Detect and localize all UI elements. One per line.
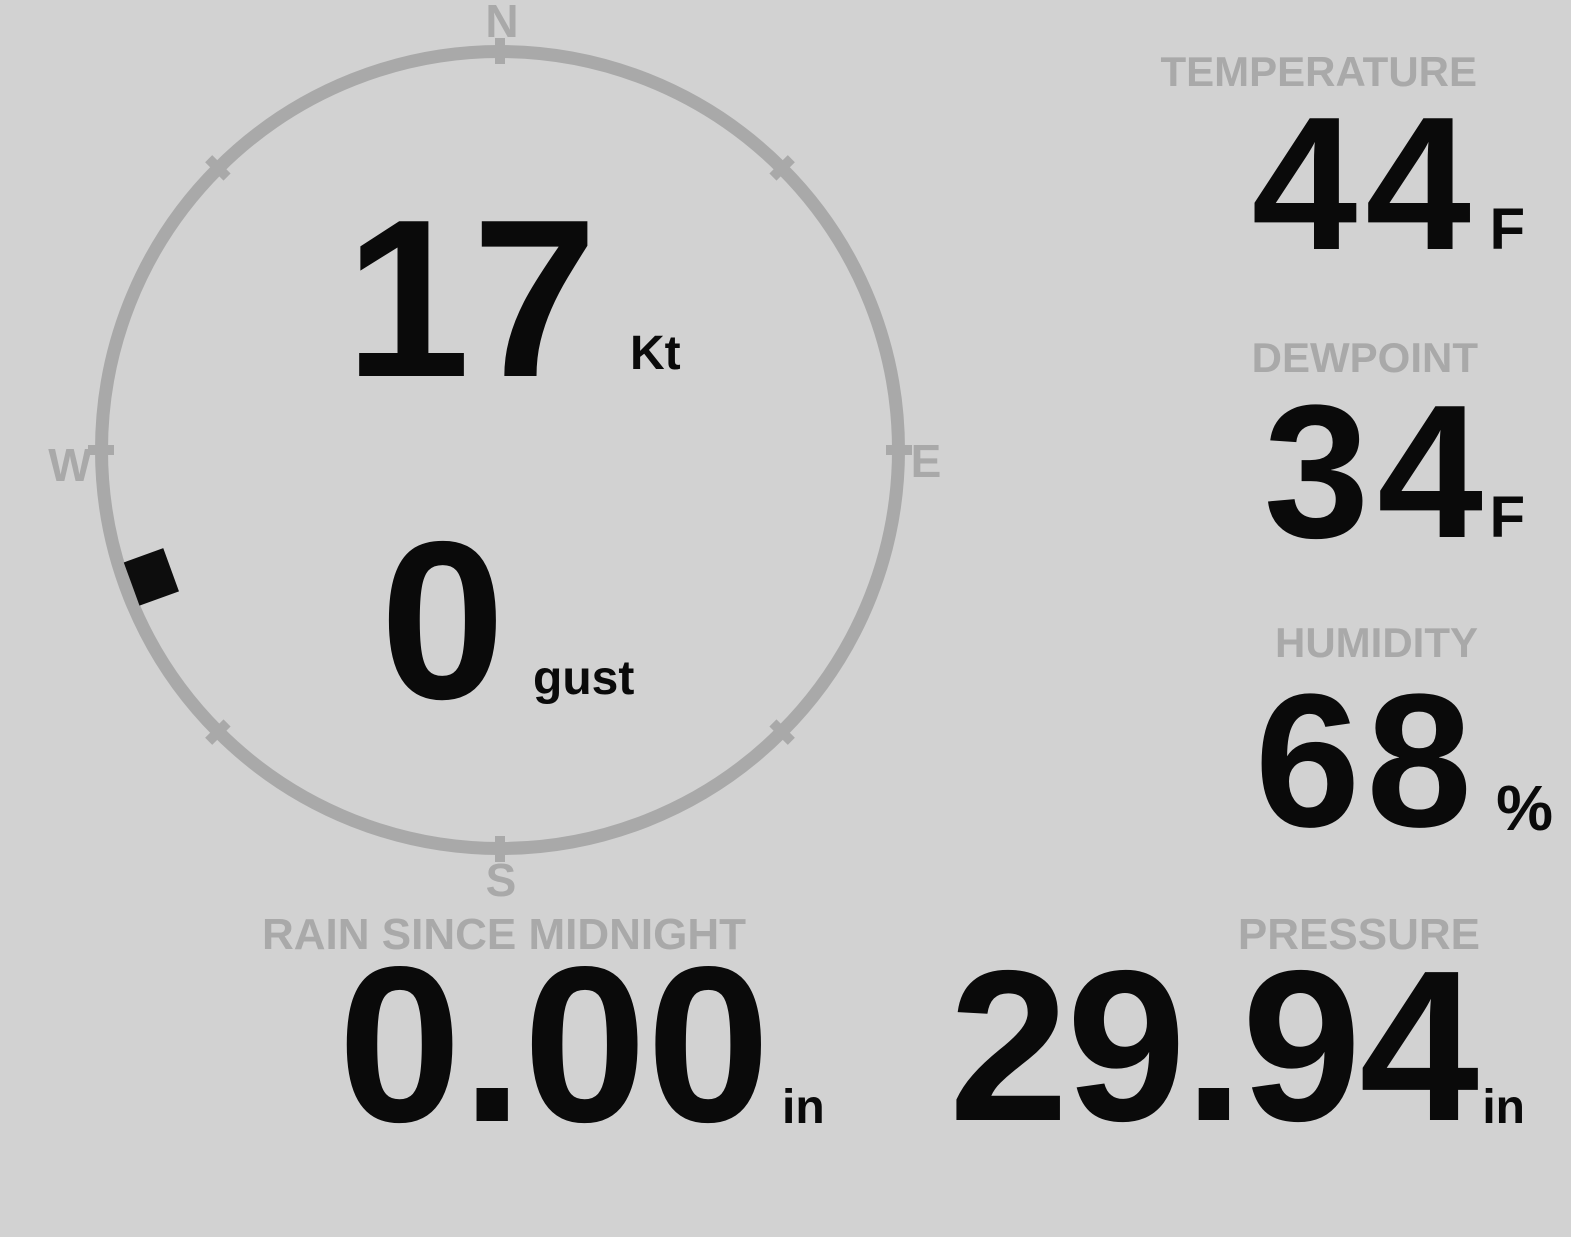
dewpoint-unit: F	[1489, 485, 1525, 550]
pressure-value: 29.94	[948, 925, 1479, 1166]
compass-tick-e	[886, 445, 912, 455]
pressure-unit: in	[1482, 1081, 1525, 1134]
compass-label-east: E	[910, 435, 942, 487]
temperature-value: 44	[1251, 78, 1479, 290]
compass-tick-n	[495, 38, 505, 64]
wind-speed-value: 17	[345, 172, 600, 424]
wind-gust-unit: gust	[533, 652, 635, 705]
humidity-label: HUMIDITY	[1275, 619, 1478, 666]
wind-speed-unit: Kt	[630, 327, 681, 380]
temperature-label: TEMPERATURE	[1160, 48, 1477, 95]
dewpoint-value: 34	[1263, 366, 1491, 578]
pressure-label: PRESSURE	[1237, 910, 1480, 959]
humidity-unit: %	[1496, 772, 1553, 844]
rain-unit: in	[782, 1081, 825, 1134]
compass-label-south: S	[485, 854, 517, 906]
temperature-unit: F	[1489, 197, 1525, 262]
rain-label: RAIN SINCE MIDNIGHT	[262, 910, 746, 959]
compass-tick-w	[88, 445, 114, 455]
humidity-value: 68	[1254, 655, 1478, 867]
rain-value: 0.00	[338, 921, 771, 1169]
wind-gust-value: 0	[380, 494, 506, 746]
dewpoint-label: DEWPOINT	[1251, 334, 1478, 381]
compass-label-west: W	[48, 439, 92, 491]
compass-label-north: N	[485, 0, 519, 47]
